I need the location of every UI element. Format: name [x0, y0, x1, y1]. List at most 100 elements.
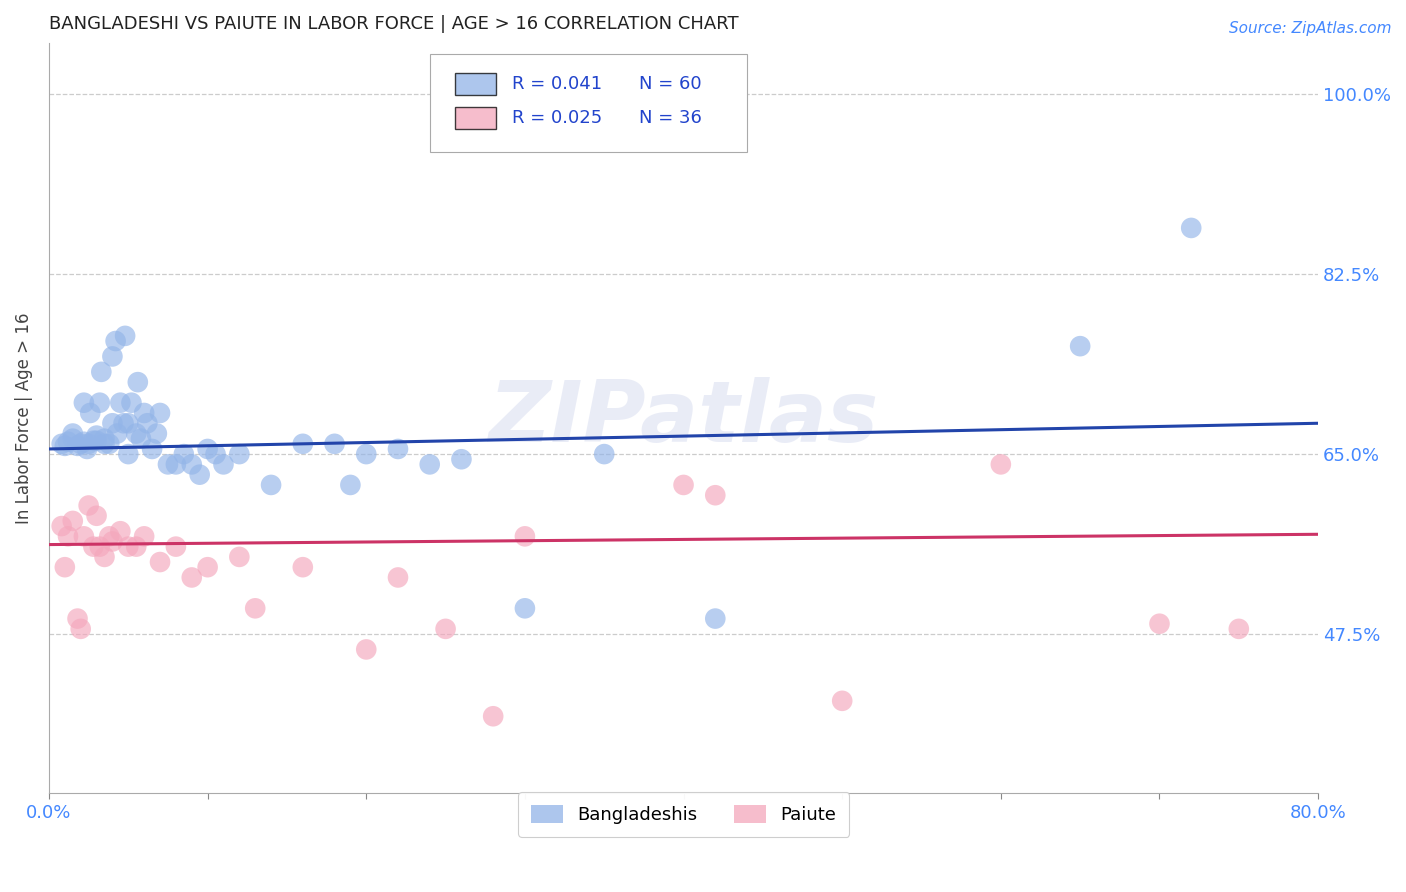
Point: [134, 406, 156, 420]
Point: [990, 458, 1012, 472]
Point: [77, 437, 100, 451]
Point: [134, 529, 156, 543]
Point: [291, 560, 314, 574]
Point: [593, 447, 616, 461]
Text: N = 60: N = 60: [640, 75, 702, 93]
Point: [482, 709, 505, 723]
Point: [117, 447, 139, 461]
Point: [93, 437, 115, 451]
Point: [513, 601, 536, 615]
Point: [513, 529, 536, 543]
Point: [434, 622, 457, 636]
Point: [156, 458, 179, 472]
Point: [356, 642, 378, 657]
Point: [93, 432, 115, 446]
Point: [339, 478, 361, 492]
Point: [98, 437, 121, 451]
Point: [197, 442, 219, 456]
Point: [90, 365, 112, 379]
Point: [69, 437, 91, 451]
Point: [245, 601, 267, 615]
Point: [117, 540, 139, 554]
Text: R = 0.025: R = 0.025: [512, 109, 602, 127]
Point: [1227, 622, 1250, 636]
FancyBboxPatch shape: [430, 54, 747, 152]
Point: [197, 560, 219, 574]
Point: [112, 417, 135, 431]
Point: [291, 437, 314, 451]
Point: [53, 439, 76, 453]
Point: [73, 529, 96, 543]
Point: [79, 406, 101, 420]
Point: [356, 447, 378, 461]
Point: [98, 529, 121, 543]
Point: [82, 540, 104, 554]
Point: [1069, 339, 1091, 353]
Point: [62, 514, 84, 528]
Point: [101, 417, 124, 431]
Point: [66, 611, 89, 625]
Point: [104, 334, 127, 348]
Point: [73, 434, 96, 449]
Point: [117, 417, 139, 431]
Point: [82, 434, 104, 448]
Point: [86, 434, 108, 448]
Text: BANGLADESHI VS PAIUTE IN LABOR FORCE | AGE > 16 CORRELATION CHART: BANGLADESHI VS PAIUTE IN LABOR FORCE | A…: [49, 15, 738, 33]
Point: [704, 488, 727, 502]
Point: [672, 478, 695, 492]
Point: [149, 406, 172, 420]
Point: [180, 570, 202, 584]
Text: Source: ZipAtlas.com: Source: ZipAtlas.com: [1229, 21, 1392, 36]
Point: [121, 395, 143, 409]
Point: [149, 555, 172, 569]
Point: [1180, 221, 1202, 235]
Point: [1149, 616, 1171, 631]
Text: N = 36: N = 36: [640, 109, 702, 127]
Point: [125, 540, 148, 554]
Point: [62, 432, 84, 446]
Point: [204, 447, 226, 461]
Point: [86, 428, 108, 442]
Point: [136, 417, 159, 431]
Point: [125, 426, 148, 441]
Point: [450, 452, 472, 467]
Point: [180, 458, 202, 472]
Point: [105, 426, 128, 441]
Point: [173, 447, 195, 461]
Point: [387, 570, 409, 584]
Point: [110, 524, 132, 539]
Point: [212, 458, 235, 472]
Point: [77, 499, 100, 513]
Point: [419, 458, 441, 472]
Y-axis label: In Labor Force | Age > 16: In Labor Force | Age > 16: [15, 312, 32, 524]
Point: [110, 395, 132, 409]
Point: [228, 447, 250, 461]
Point: [228, 549, 250, 564]
Point: [89, 395, 111, 409]
Point: [129, 432, 152, 446]
Point: [66, 439, 89, 453]
Point: [101, 534, 124, 549]
Point: [127, 375, 149, 389]
Point: [387, 442, 409, 456]
Point: [141, 442, 163, 456]
FancyBboxPatch shape: [456, 107, 496, 129]
Point: [51, 519, 73, 533]
Legend: Bangladeshis, Paiute: Bangladeshis, Paiute: [517, 792, 849, 837]
Point: [86, 508, 108, 523]
Point: [89, 540, 111, 554]
Point: [56, 529, 79, 543]
Point: [260, 478, 283, 492]
Point: [323, 437, 346, 451]
Point: [93, 549, 115, 564]
Point: [73, 395, 96, 409]
Text: R = 0.041: R = 0.041: [512, 75, 602, 93]
Point: [76, 442, 98, 456]
Point: [188, 467, 211, 482]
Point: [56, 434, 79, 449]
Point: [165, 458, 187, 472]
Text: ZIPatlas: ZIPatlas: [488, 376, 879, 459]
Point: [101, 350, 124, 364]
Point: [831, 694, 853, 708]
Point: [165, 540, 187, 554]
